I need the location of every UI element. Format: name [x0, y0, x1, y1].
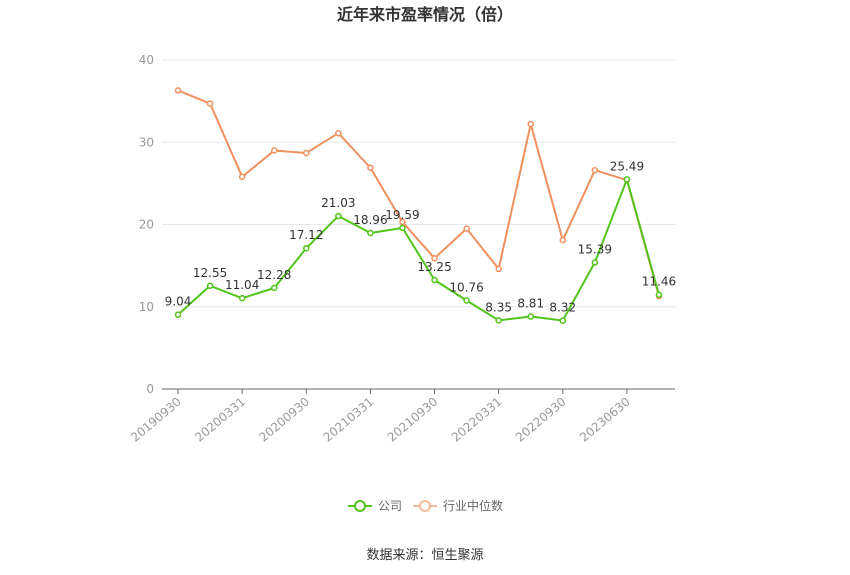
y-tick-label: 30: [139, 135, 154, 149]
data-point[interactable]: [431, 254, 438, 262]
data-point[interactable]: [270, 284, 278, 292]
data-label: 21.03: [321, 196, 355, 210]
x-tick-label: 20210331: [321, 395, 377, 445]
data-point[interactable]: [559, 236, 567, 244]
data-point[interactable]: [367, 164, 374, 171]
data-label: 19.59: [385, 208, 419, 222]
y-tick-label: 10: [139, 300, 154, 314]
x-tick-label: 20230630: [577, 395, 633, 445]
data-point[interactable]: [623, 176, 631, 183]
x-tick-label: 20220331: [449, 395, 505, 445]
data-label: 10.76: [449, 280, 483, 294]
data-point[interactable]: [495, 317, 502, 324]
data-label: 12.55: [193, 266, 227, 280]
legend-marker: [419, 500, 431, 512]
data-label: 11.04: [225, 278, 259, 292]
data-label: 11.46: [642, 275, 676, 289]
data-label: 8.35: [485, 300, 512, 314]
data-point[interactable]: [174, 87, 182, 94]
x-tick-label: 20200331: [192, 395, 248, 445]
data-label: 8.81: [517, 297, 544, 311]
data-point[interactable]: [238, 173, 246, 181]
data-point[interactable]: [463, 297, 470, 304]
data-point[interactable]: [463, 225, 470, 232]
data-label: 18.96: [353, 213, 387, 227]
data-point[interactable]: [527, 120, 534, 128]
data-label: 17.12: [289, 228, 323, 242]
chart-title: 近年来市盈率情况（倍）: [337, 5, 513, 24]
series-lines: [174, 87, 663, 324]
legend-label: 公司: [378, 499, 402, 513]
y-tick-label: 40: [139, 53, 154, 67]
x-tick-label: 20220930: [513, 395, 569, 445]
data-point[interactable]: [303, 244, 310, 252]
y-tick-label: 0: [146, 382, 154, 396]
x-tick-label: 20210930: [385, 395, 441, 445]
data-point[interactable]: [495, 265, 502, 273]
legend-item[interactable]: 公司: [348, 499, 402, 513]
y-axis: 0 10 20 30 40: [139, 53, 154, 396]
data-point[interactable]: [399, 218, 406, 226]
data-point[interactable]: [303, 149, 310, 157]
data-label: 13.25: [417, 260, 451, 274]
data-point[interactable]: [367, 229, 374, 237]
data-point[interactable]: [174, 311, 182, 318]
data-point[interactable]: [270, 147, 278, 154]
data-point[interactable]: [206, 282, 214, 290]
data-point[interactable]: [206, 100, 214, 107]
data-label: 15.39: [578, 242, 612, 256]
data-point[interactable]: [655, 291, 663, 298]
source-text: 数据来源：恒生聚源: [366, 548, 483, 563]
x-axis: 20190930 20200331 20200930 20210331 20210930…: [128, 388, 675, 445]
legend-item[interactable]: 行业中位数: [413, 498, 503, 513]
x-tick-label: 20190930: [128, 395, 184, 445]
legend-label: 行业中位数: [443, 498, 503, 513]
data-label: 9.04: [165, 295, 192, 309]
data-point[interactable]: [335, 129, 342, 137]
data-label: 25.49: [610, 159, 644, 173]
series-line: [177, 178, 660, 322]
data-label: 12.28: [257, 268, 291, 282]
grid-lines: [162, 59, 675, 308]
data-point[interactable]: [527, 313, 534, 320]
data-point[interactable]: [238, 294, 246, 302]
data-point[interactable]: [335, 212, 342, 220]
data-point[interactable]: [591, 166, 599, 174]
y-tick-label: 20: [139, 218, 154, 232]
data-point[interactable]: [431, 276, 438, 284]
series-line: [177, 89, 660, 297]
data-point[interactable]: [559, 317, 567, 324]
legend-marker: [354, 500, 366, 512]
data-label: 8.32: [549, 301, 576, 315]
data-point[interactable]: [399, 224, 406, 232]
legend[interactable]: 公司 行业中位数: [348, 498, 503, 513]
data-point[interactable]: [591, 259, 599, 266]
x-tick-label: 20200930: [256, 395, 312, 445]
